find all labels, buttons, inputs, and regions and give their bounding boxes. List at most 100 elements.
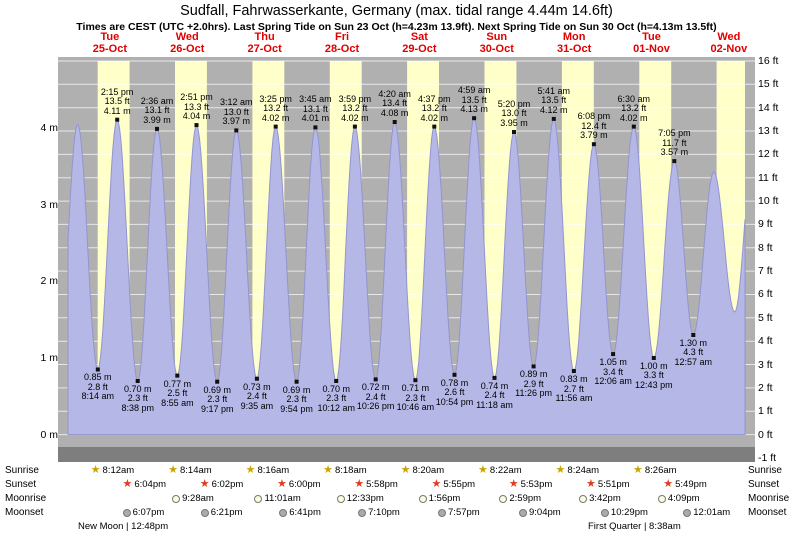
- day-name: Thu: [254, 31, 275, 43]
- y-axis-tick-ft: 14 ft: [758, 101, 779, 114]
- day-name: Wed: [717, 31, 741, 43]
- sunrise-entry: ★ 8:18am: [323, 464, 367, 477]
- moonrise-icon: [579, 494, 588, 503]
- day-name: Tue: [100, 31, 120, 43]
- sunrise-time: 8:26am: [644, 465, 677, 476]
- sunrise-icon: ★: [323, 464, 333, 476]
- y-axis-tick-ft: 16 ft: [758, 54, 779, 67]
- sunset-entry: ★ 6:00pm: [277, 478, 321, 491]
- y-axis-tick-ft: 3 ft: [758, 358, 773, 371]
- day-date: 29-Oct: [402, 43, 437, 55]
- sunset-icon: ★: [663, 478, 674, 490]
- tide-annotation-high: 2:36 am 13.1 ft 3.99 m: [140, 95, 174, 125]
- moonrise-entry: 12:33pm: [336, 492, 384, 505]
- moonrise-entry: 11:01am: [254, 492, 301, 505]
- sunset-time: 5:58pm: [366, 479, 398, 490]
- day-date: 31-Oct: [557, 43, 592, 55]
- day-date: 01-Nov: [633, 43, 670, 55]
- tide-annotation-low: 0.73 m 2.4 ft 9:35 am: [240, 381, 274, 411]
- moonrise-time: 3:42pm: [589, 493, 621, 504]
- sunrise-time: 8:12am: [102, 465, 135, 476]
- tide-annotation-low: 1.05 m 3.4 ft 12:06 am: [594, 357, 632, 387]
- moonset-entry: 6:07pm: [122, 506, 164, 519]
- day-date: 30-Oct: [479, 43, 514, 55]
- sunrise-time: 8:16am: [257, 465, 290, 476]
- moonrise-time: 1:56pm: [428, 493, 461, 504]
- moonrise-icon: [499, 494, 508, 503]
- row-label-moonrise-left: Moonrise: [5, 493, 47, 504]
- moonrise-entry: 2:59pm: [499, 492, 541, 505]
- sunset-entry: ★ 5:58pm: [354, 478, 398, 491]
- moonset-time: 12:01am: [693, 507, 731, 518]
- sunset-time: 5:49pm: [675, 479, 707, 490]
- sunset-entry: ★ 5:49pm: [663, 478, 707, 491]
- sunrise-entry: ★ 8:20am: [401, 464, 445, 477]
- moonrise-time: 12:33pm: [346, 493, 384, 504]
- y-axis-tick-m: 1 m: [40, 351, 58, 364]
- moonrise-time: 9:28am: [182, 493, 214, 504]
- moonrise-entry: 9:28am: [172, 492, 214, 505]
- sunset-icon: ★: [199, 478, 210, 490]
- moonset-icon: [358, 508, 367, 517]
- day-date: 25-Oct: [92, 43, 128, 55]
- tide-annotation-high: 5:41 am 13.5 ft 4.12 m: [537, 85, 571, 115]
- day-date: 27-Oct: [247, 43, 282, 55]
- sunrise-icon: ★: [90, 464, 101, 476]
- sunrise-icon: ★: [400, 464, 411, 476]
- y-axis-tick-ft: 7 ft: [758, 265, 773, 278]
- first-quarter-label: First Quarter | 8:38am: [588, 521, 681, 532]
- tide-annotation-low: 1.00 m 3.3 ft 12:43 pm: [635, 360, 673, 390]
- y-axis-tick-ft: 10 ft: [758, 195, 779, 208]
- page-subtitle: Times are CEST (UTC +2.0hrs). Last Sprin…: [76, 21, 717, 33]
- y-axis-tick-m: 2 m: [40, 275, 58, 288]
- y-axis-tick-ft: 8 ft: [758, 241, 773, 254]
- y-axis-tick-ft: 12 ft: [758, 148, 779, 161]
- moonset-icon: [122, 508, 131, 517]
- tide-annotation-high: 3:12 am 13.0 ft 3.97 m: [220, 97, 253, 127]
- row-label-moonrise-right: Moonrise: [748, 493, 790, 504]
- sunset-icon: ★: [431, 478, 442, 490]
- sunrise-time: 8:18am: [334, 465, 367, 476]
- tide-annotation-low: 0.70 m 2.3 ft 10:12 am: [317, 383, 355, 413]
- tide-annotation-high: 4:20 am 13.4 ft 4.08 m: [378, 88, 411, 118]
- day-date: 02-Nov: [710, 43, 748, 55]
- day-name: Wed: [175, 31, 199, 43]
- tide-annotation-high: 7:05 pm 11.7 ft 3.57 m: [658, 128, 691, 158]
- tide-annotation-high: 3:25 pm 13.2 ft 4.02 m: [259, 93, 292, 123]
- moonset-icon: [200, 508, 209, 517]
- sunrise-icon: ★: [245, 464, 256, 476]
- page-title: Sudfall, Fahrwasserkante, Germany (max. …: [180, 3, 613, 19]
- moonset-time: 7:57pm: [448, 507, 480, 518]
- sunset-time: 6:04pm: [134, 479, 167, 490]
- tide-annotation-low: 0.72 m 2.4 ft 10:26 pm: [356, 382, 395, 412]
- sunset-entry: ★ 6:02pm: [200, 478, 244, 491]
- sunrise-entry: ★ 8:26am: [633, 464, 677, 477]
- tide-annotation-low: 0.85 m 2.8 ft 8:14 am: [81, 372, 115, 402]
- sunrise-entry: ★ 8:14am: [168, 464, 212, 477]
- sunrise-icon: ★: [478, 464, 488, 476]
- sunset-icon: ★: [122, 478, 133, 490]
- moonset-entry: 7:57pm: [438, 506, 480, 519]
- sunrise-entry: ★ 8:24am: [556, 464, 600, 477]
- moonset-entry: 6:41pm: [279, 506, 321, 519]
- moonset-entry: 12:01am: [683, 506, 730, 519]
- moonset-time: 6:41pm: [289, 507, 321, 518]
- tide-annotation-low: 0.69 m 2.3 ft 9:17 pm: [200, 384, 234, 414]
- sunset-icon: ★: [585, 478, 596, 490]
- moonset-icon: [438, 508, 447, 517]
- sunset-icon: ★: [508, 478, 519, 490]
- day-date: 26-Oct: [170, 43, 205, 55]
- y-axis-tick-m: 3 m: [40, 198, 58, 211]
- y-axis-tick-ft: -1 ft: [758, 451, 777, 464]
- moonrise-icon: [336, 494, 345, 503]
- moonrise-entry: 1:56pm: [418, 492, 461, 505]
- moonset-time: 6:21pm: [210, 507, 243, 518]
- row-label-sunrise-left: Sunrise: [5, 465, 39, 476]
- sunset-entry: ★ 5:53pm: [509, 478, 553, 491]
- row-label-moonset-left: Moonset: [5, 507, 44, 518]
- y-axis-tick-ft: 11 ft: [758, 171, 778, 184]
- moonrise-time: 4:09pm: [667, 493, 700, 504]
- sunrise-icon: ★: [633, 464, 643, 476]
- sunset-entry: ★ 5:51pm: [586, 478, 630, 491]
